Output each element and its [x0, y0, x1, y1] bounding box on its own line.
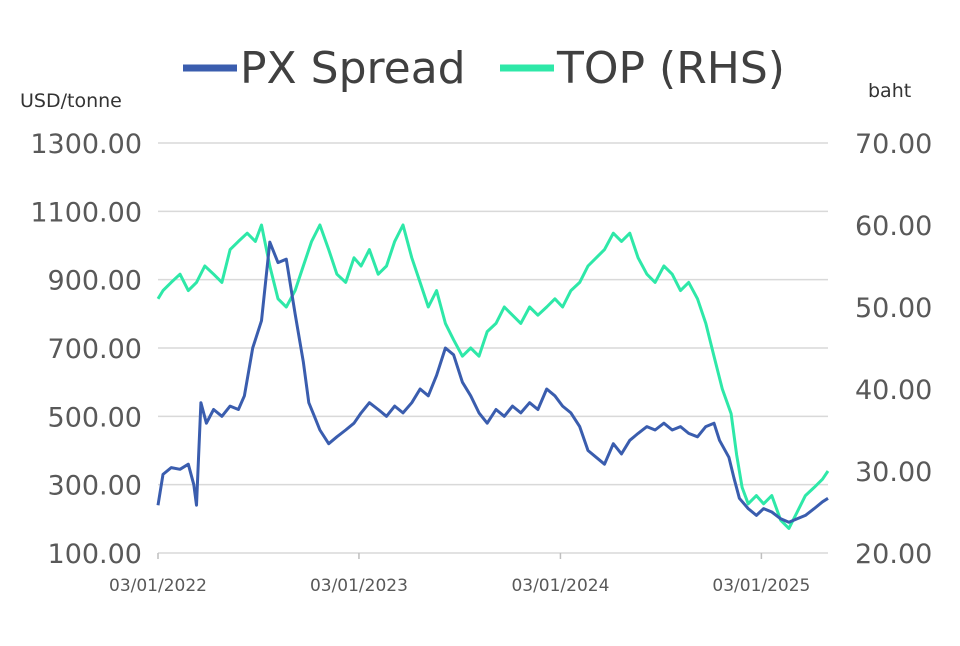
axes: 100.00 300.00 500.00 700.00 900.00 1100.00 130… — [30, 129, 932, 596]
right-axis-tick-label: 60.00 — [855, 211, 932, 242]
left-axis-tick-label: 900.00 — [48, 266, 142, 297]
series-line-top — [156, 223, 830, 530]
left-axis-tick-label: 1100.00 — [30, 197, 142, 228]
right-axis-tick-label: 30.00 — [855, 457, 932, 488]
left-axis-tick-label: 300.00 — [48, 471, 142, 502]
x-axis-tick-label: 03/01/2025 — [712, 576, 810, 596]
left-axis-tick-label: 100.00 — [48, 539, 142, 570]
series-layer — [156, 223, 830, 530]
left-axis-tick-label: 700.00 — [48, 334, 142, 365]
x-axis-tick-label: 03/01/2022 — [109, 576, 207, 596]
right-axis-tick-label: 20.00 — [855, 539, 932, 570]
right-axis-tick-label: 70.00 — [855, 129, 932, 160]
x-axis-tick-label: 03/01/2024 — [511, 576, 609, 596]
grid — [158, 142, 828, 554]
right-axis-tick-label: 50.00 — [855, 293, 932, 324]
legend-label-px-spread: PX Spread — [240, 43, 466, 94]
x-axis-tick-label: 03/01/2023 — [310, 576, 408, 596]
left-axis-tick-label: 500.00 — [48, 402, 142, 433]
left-axis-tick-label: 1300.00 — [30, 129, 142, 160]
right-axis-unit: baht — [868, 80, 911, 102]
right-axis-tick-label: 40.00 — [855, 375, 932, 406]
legend-label-top: TOP (RHS) — [556, 43, 785, 94]
legend: PX Spread TOP (RHS) — [183, 43, 785, 94]
left-axis-unit: USD/tonne — [20, 90, 122, 112]
series-line-px-spread — [156, 240, 829, 524]
